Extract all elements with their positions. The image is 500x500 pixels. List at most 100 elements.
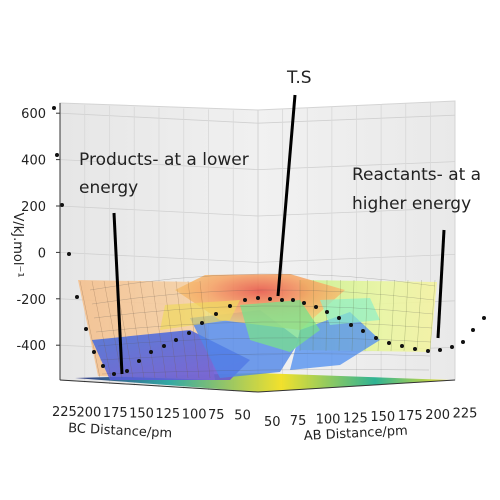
mesh-curve [95,321,433,333]
trajectory-point [291,298,295,302]
mesh-line [127,280,145,379]
bc-tick-label: 200 [77,406,102,421]
trajectory-point [187,331,191,335]
trajectory-point [325,310,329,314]
trajectory-point [125,369,129,373]
ab-axis-line [257,379,456,393]
z-tick-label: -400 [16,339,46,354]
trajectory-point [228,304,232,308]
energy-surface [78,273,437,380]
products-annotation: Products- at a lower [79,150,249,170]
trajectory-point [101,364,105,368]
trajectory-point [52,106,56,110]
mesh-curve [99,353,431,361]
mesh-curve [93,305,434,319]
trajectory-point [461,340,465,344]
trajectory-point [268,297,272,301]
trajectory-point [112,372,116,376]
mesh-line [139,280,156,379]
trajectory-point [75,295,79,299]
trajectory-point [174,338,178,342]
mesh-curve [97,337,432,347]
mesh-line [403,279,409,352]
ab-tick-label: 125 [343,411,368,426]
mesh-curve [91,289,435,305]
bc-axis-label: BC Distance/pm [68,421,173,441]
mesh-line [199,280,211,379]
trajectory-point [413,347,417,351]
z-tick-label: 600 [21,107,46,122]
trajectory-point [200,321,204,325]
mesh-line [163,280,178,379]
reactants-annotation-line2: higher energy [352,194,471,214]
trajectory-point [92,350,96,354]
trajectory-point [84,327,88,331]
reaction-trajectory [52,106,486,376]
mesh-line [416,279,422,352]
ab-tick-label: 75 [290,414,307,429]
mesh-line [91,280,112,379]
cyan-band [320,298,380,325]
trajectory-point [400,344,404,348]
bc-tick-label: 100 [182,408,207,423]
mesh-line [377,279,382,352]
ab-tick-label: 175 [398,409,423,424]
trajectory-point [280,298,284,302]
ab-tick-label: 200 [425,408,450,423]
trajectory-point [450,345,454,349]
z-tick-label: 400 [21,154,46,169]
z-tick-label: 0 [38,246,46,261]
ab-tick-label: 50 [264,415,281,430]
mesh-line [103,280,123,379]
trajectory-point [471,328,475,332]
z-tick-label: -200 [16,293,46,308]
ab-axis-label: AB Distance/pm [303,424,408,444]
reactants-pointer-line [436,229,446,339]
ab-axis-ticks: 50 75 100 125 150 175 200 225 [264,407,477,430]
mesh-line [390,279,395,352]
trajectory-point [256,296,260,300]
trajectory-point [162,344,166,348]
z-axis-ticks: 600 400 200 0 -200 -400 [16,107,60,354]
bc-tick-label: 225 [52,405,77,420]
trajectory-point [482,316,486,320]
ts-pointer-line [276,94,297,297]
trajectory-point [387,341,391,345]
mesh-line [151,280,167,379]
mesh-line [364,279,368,352]
mesh-line [429,279,436,352]
bc-tick-label: 175 [103,406,128,421]
mesh-line [187,280,200,379]
products-annotation-line2: energy [79,178,138,198]
trajectory-point [349,323,353,327]
mesh-line [79,280,101,379]
trajectory-point [60,203,64,207]
trajectory-point [149,350,153,354]
ab-tick-label: 150 [370,410,395,425]
bc-tick-label: 50 [234,409,251,424]
yellow-band [160,300,240,330]
z-tick-label: 200 [21,200,46,215]
products-pointer-line [112,212,124,375]
mesh-line [175,280,189,379]
trajectory-point [426,349,430,353]
trajectory-point [243,298,247,302]
trajectory-point [438,348,442,352]
bc-axis-line [59,379,259,393]
trajectory-point [374,336,378,340]
trajectory-point [137,359,141,363]
trajectory-point [337,316,341,320]
bc-tick-label: 150 [129,407,154,422]
bc-tick-label: 125 [155,407,180,422]
mesh-line [338,279,341,352]
z-axis-label: V/kJ.mol⁻¹ [10,212,25,277]
mesh-line [325,279,328,352]
ab-tick-label: 225 [453,407,478,422]
mesh-curve [101,369,430,375]
ts-annotation: T.S [286,68,312,88]
ab-tick-label: 100 [316,413,341,428]
trajectory-point [361,329,365,333]
trajectory-point [55,153,59,157]
mesh-line [312,279,314,352]
